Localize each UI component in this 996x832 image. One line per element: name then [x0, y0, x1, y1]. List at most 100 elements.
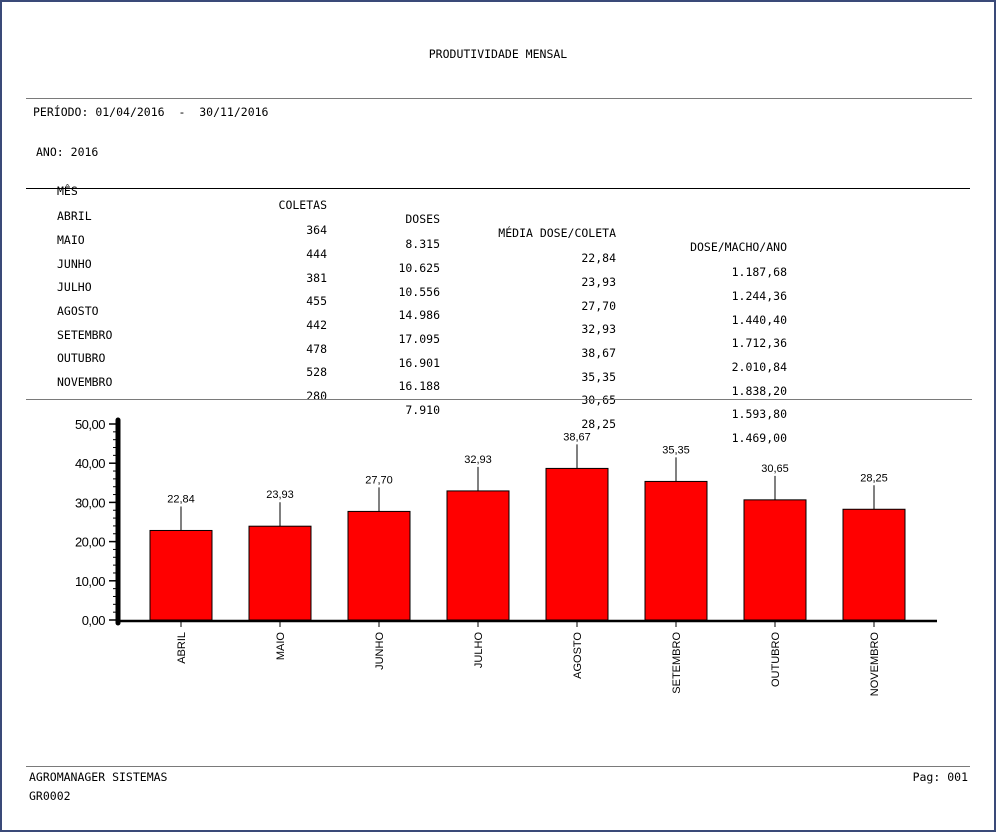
footer-code: GR0002: [29, 789, 71, 803]
cell-doses: 17.095: [398, 332, 440, 346]
cell-dose-macho: 1.187,68: [731, 265, 787, 279]
period-start: 01/04/2016: [95, 105, 165, 119]
data-label: 27,70: [365, 474, 393, 486]
year-label: ANO:: [36, 145, 64, 159]
data-label: 32,93: [464, 454, 492, 466]
productivity-bar-chart: 0,00 10,00 20,00 30,00 40,00 50,00 22,84 ABRIL 2…: [75, 417, 937, 696]
cell-mes: OUTUBRO: [57, 351, 106, 365]
table-row: JULHO 455 14.986 32,93 1.712,36: [0, 266, 996, 350]
data-label: 35,35: [662, 444, 690, 456]
bar-novembro: [842, 508, 906, 621]
cell-coletas: 478: [306, 342, 327, 356]
cell-dose-macho: 1.712,36: [731, 336, 787, 350]
cell-dose-macho: 2.010,84: [731, 360, 787, 374]
y-tick-label: 10,00: [75, 574, 105, 589]
table-header-line: [26, 188, 970, 189]
x-tick-label: MAIO: [275, 632, 287, 661]
cell-mes: ABRIL: [57, 209, 92, 223]
cell-coletas: 442: [306, 318, 327, 332]
cell-dose-macho: 1.244,36: [731, 289, 787, 303]
cell-mes: NOVEMBRO: [57, 375, 113, 389]
table-row: ABRIL 364 8.315 22,84 1.187,68: [0, 195, 996, 279]
bar-setembro: [644, 480, 708, 621]
cell-mes: JUNHO: [57, 257, 92, 271]
x-tick-label: JULHO: [473, 632, 485, 669]
cell-coletas: 381: [306, 271, 327, 285]
header-media: MÉDIA DOSE/COLETA: [498, 226, 616, 240]
bar-junho: [347, 510, 411, 621]
cell-media: 30,65: [581, 393, 616, 407]
cell-mes: MAIO: [57, 233, 85, 247]
x-tick-label: SETEMBRO: [671, 632, 683, 694]
year-line: ANO: 2016: [36, 145, 98, 159]
data-label: 22,84: [167, 493, 195, 505]
y-tick-label: 40,00: [75, 456, 105, 471]
y-tick-label: 0,00: [82, 613, 106, 628]
cell-doses: 10.556: [398, 285, 440, 299]
table-row: SETEMBRO 478 16.901 35,35 1.838,20: [0, 314, 996, 398]
bar-outubro: [743, 499, 807, 621]
period-label: PERÍODO:: [33, 105, 89, 119]
bar-maio: [248, 525, 312, 621]
cell-doses: 8.315: [405, 237, 440, 251]
y-tick-label: 50,00: [75, 417, 105, 432]
table-header: MÊS COLETAS DOSES MÉDIA DOSE/COLETA DOSE…: [0, 170, 996, 254]
cell-media: 38,67: [581, 346, 616, 360]
cell-dose-macho: 1.838,20: [731, 384, 787, 398]
cell-doses: 10.625: [398, 261, 440, 275]
footer-page-label: Pag:: [912, 770, 941, 784]
bar-agosto: [545, 467, 609, 621]
x-tick-label: OUTUBRO: [770, 632, 782, 687]
y-tick-label: 30,00: [75, 495, 105, 510]
cell-mes: SETEMBRO: [57, 328, 113, 342]
data-label: 38,67: [563, 431, 591, 443]
bar-abril: [149, 529, 213, 621]
divider-top: [26, 98, 972, 99]
table-row: JUNHO 381 10.556 27,70 1.440,40: [0, 243, 996, 327]
footer-page-number: 001: [947, 770, 968, 784]
header-mes: MÊS: [57, 184, 78, 198]
header-doses: DOSES: [405, 212, 440, 226]
cell-media: 28,25: [581, 417, 616, 431]
footer-company: AGROMANAGER SISTEMAS: [29, 770, 168, 784]
divider-chart: [26, 399, 972, 400]
year-value: 2016: [70, 145, 99, 159]
bar-julho: [446, 490, 510, 621]
cell-doses: 16.188: [398, 379, 440, 393]
divider-footer: [26, 766, 970, 767]
cell-dose-macho: 1.593,80: [731, 407, 787, 421]
x-tick-label: AGOSTO: [572, 632, 584, 679]
cell-mes: JULHO: [57, 280, 92, 294]
cell-mes: AGOSTO: [57, 304, 99, 318]
cell-media: 27,70: [581, 299, 616, 313]
header-coletas: COLETAS: [278, 198, 327, 212]
cell-media: 23,93: [581, 275, 616, 289]
data-label: 30,65: [761, 463, 789, 475]
data-label: 28,25: [860, 472, 888, 484]
cell-coletas: 528: [306, 365, 327, 379]
report-title: PRODUTIVIDADE MENSAL: [428, 47, 568, 61]
table-body: ABRIL 364 8.315 22,84 1.187,68 MAIO 444 …: [0, 195, 996, 445]
table-row: AGOSTO 442 17.095 38,67 2.010,84: [0, 290, 996, 374]
cell-doses: 7.910: [405, 403, 440, 417]
cell-media: 35,35: [581, 370, 616, 384]
cell-dose-macho: 1.440,40: [731, 313, 787, 327]
footer-page: Pag: 001: [913, 770, 968, 784]
cell-doses: 14.986: [398, 308, 440, 322]
period-line: PERÍODO: 01/04/2016 - 30/11/2016: [33, 105, 268, 119]
x-tick-label: ABRIL: [176, 632, 188, 664]
cell-coletas: 444: [306, 247, 327, 261]
data-label: 23,93: [266, 489, 294, 501]
period-end: 30/11/2016: [199, 105, 269, 119]
x-tick-label: JUNHO: [374, 632, 386, 670]
y-tick-label: 20,00: [75, 535, 105, 550]
cell-media: 32,93: [581, 322, 616, 336]
cell-media: 22,84: [581, 251, 616, 265]
cell-dose-macho: 1.469,00: [731, 431, 787, 445]
table-row: OUTUBRO 528 16.188 30,65 1.593,80: [0, 337, 996, 421]
table-row: NOVEMBRO 280 7.910 28,25 1.469,00: [0, 361, 996, 445]
period-separator: -: [178, 105, 186, 119]
cell-coletas: 364: [306, 223, 327, 237]
table-row: MAIO 444 10.625 23,93 1.244,36: [0, 219, 996, 303]
